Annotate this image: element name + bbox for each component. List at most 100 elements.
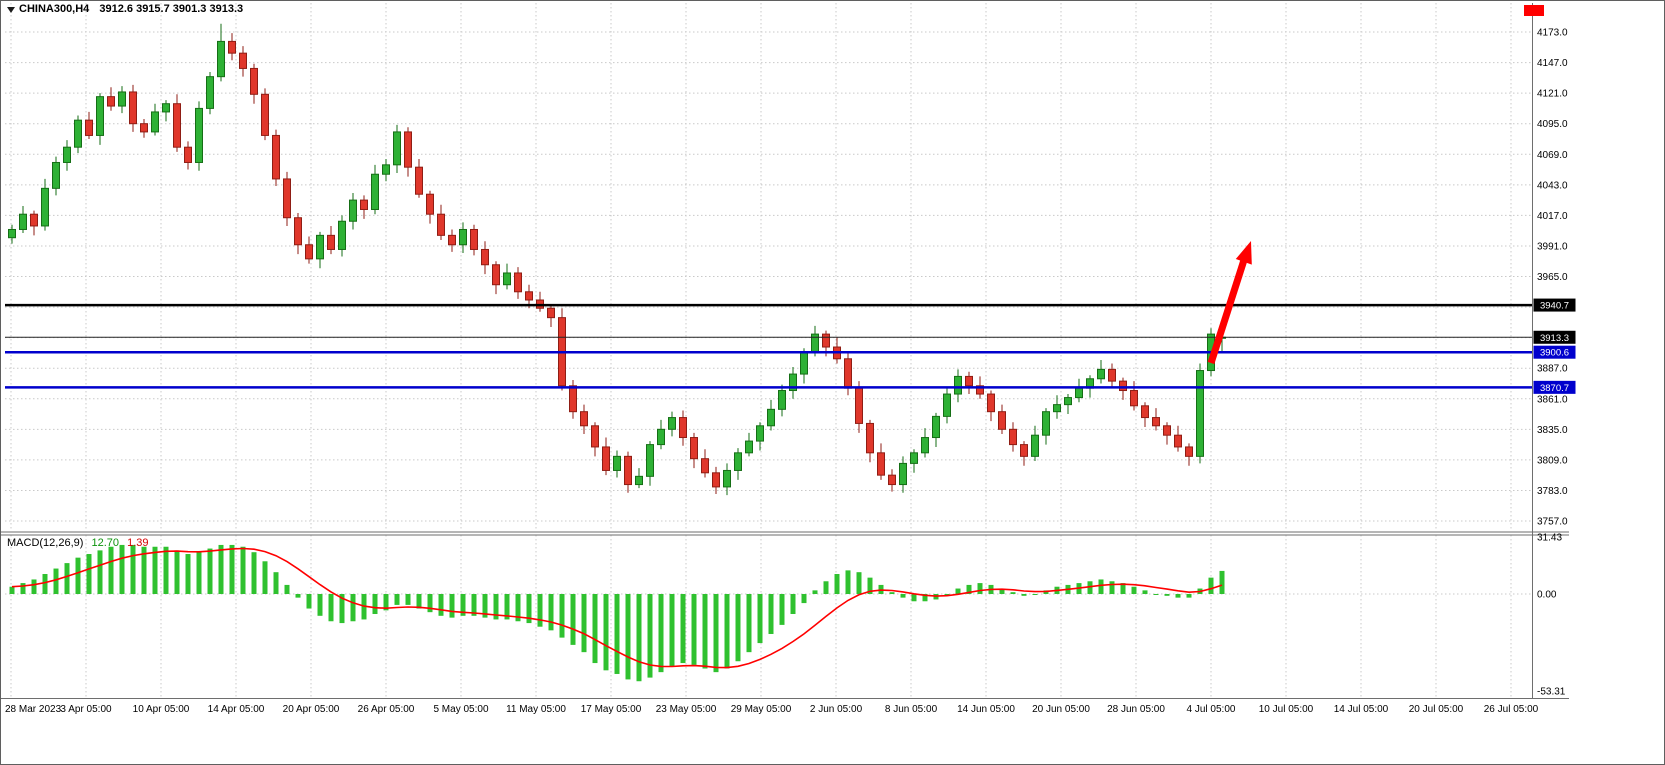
candle: [492, 261, 500, 295]
time-scale[interactable]: 28 Mar 2023 3 Apr 05:00 10 Apr 05:00 14 Apr…: [5, 704, 1539, 715]
price-scale[interactable]: 4173.0 4147.0 4121.0 4095.0 4069.0 4043.0 4017…: [1533, 28, 1576, 698]
macd-histogram-bar: [240, 546, 246, 594]
candle: [1020, 441, 1028, 466]
candle: [195, 101, 203, 171]
candle: [8, 224, 16, 244]
candle-body: [569, 385, 577, 413]
candle-body: [712, 472, 720, 488]
macd-histogram-bar: [911, 594, 917, 602]
macd-histogram-bar: [548, 594, 554, 631]
candle: [41, 178, 49, 231]
time-tick-label: 11 May 05:00: [506, 704, 566, 715]
macd-histogram-bar: [1032, 594, 1038, 595]
candle-body: [525, 291, 533, 301]
candle: [514, 267, 522, 299]
candle-body: [1141, 405, 1149, 419]
candle: [52, 156, 60, 196]
macd-histogram-bar: [460, 594, 466, 616]
candle-body: [580, 411, 588, 427]
candle-body: [162, 103, 170, 113]
candle: [371, 164, 379, 215]
candle: [1152, 408, 1160, 431]
candle: [1009, 422, 1017, 452]
price-tick-label: 3835.0: [1537, 425, 1568, 436]
candle: [228, 33, 236, 61]
candle-body: [734, 452, 742, 471]
macd-histogram-bar: [658, 594, 664, 673]
macd-histogram-bar: [31, 579, 37, 594]
macd-histogram-bar: [1153, 594, 1159, 595]
candle-body: [1174, 434, 1182, 448]
macd-histogram-bar: [790, 594, 796, 614]
candle: [789, 367, 797, 399]
time-tick-label: 17 May 05:00: [581, 704, 642, 715]
macd-histogram-bar: [394, 594, 400, 605]
candlesticks: [8, 23, 1226, 496]
candle-body: [679, 417, 687, 439]
candle-body: [745, 440, 753, 454]
macd-histogram-bar: [405, 594, 411, 605]
macd-histogram-bar: [889, 592, 895, 594]
candle: [668, 411, 676, 437]
macd-histogram-bar: [1131, 586, 1137, 594]
macd-indicator-label: MACD(12,26,9) 12.70 1.39: [7, 537, 149, 549]
price-tick-label: 4095.0: [1537, 119, 1568, 130]
macd-histogram-bar: [570, 594, 576, 645]
symbol-dropdown-icon[interactable]: [7, 7, 15, 13]
candle: [151, 103, 159, 136]
candle: [778, 384, 786, 417]
macd-histogram-bar: [1175, 594, 1181, 598]
macd-histogram-bar: [768, 594, 774, 634]
macd-histogram-bar: [867, 577, 873, 594]
price-tick-label: 4069.0: [1537, 150, 1568, 161]
macd-histogram-bar: [812, 590, 818, 594]
candle-body: [1042, 411, 1050, 436]
time-tick-label: 29 May 05:00: [731, 704, 792, 715]
candle-body: [723, 469, 731, 488]
candle: [470, 224, 478, 256]
macd-histogram-bar: [1087, 581, 1093, 594]
candle-body: [305, 244, 313, 260]
candle-body: [217, 40, 225, 78]
candle: [602, 437, 610, 476]
macd-histogram-bar: [680, 594, 686, 664]
macd-histogram-bar: [53, 568, 59, 594]
macd-histogram-bar: [1219, 570, 1225, 594]
macd-main-value: 12.70: [91, 537, 120, 549]
candle: [679, 410, 687, 446]
candle-body: [63, 146, 71, 163]
candle: [734, 448, 742, 480]
candle-body: [789, 373, 797, 392]
time-tick-label: 10 Jul 05:00: [1259, 704, 1314, 715]
time-tick-label: 14 Jun 05:00: [957, 704, 1015, 715]
candle-body: [316, 234, 324, 260]
candle-body: [778, 390, 786, 410]
grid: [5, 3, 1532, 698]
macd-histogram: [9, 544, 1225, 682]
candle-body: [184, 146, 192, 163]
price-tick-label: 3783.0: [1537, 486, 1568, 497]
candle: [118, 86, 126, 114]
macd-histogram-bar: [1021, 594, 1027, 596]
macd-histogram-bar: [592, 594, 598, 664]
candle-body: [96, 96, 104, 136]
price-level-badge: [1533, 380, 1576, 394]
macd-histogram-bar: [779, 594, 785, 625]
macd-histogram-bar: [9, 586, 15, 594]
time-tick-label: 20 Jul 05:00: [1409, 704, 1464, 715]
price-levels: [5, 303, 1532, 389]
candle: [239, 46, 247, 77]
macd-histogram-bar: [108, 546, 114, 594]
candle: [206, 71, 214, 115]
candle: [1064, 394, 1072, 415]
candle: [646, 441, 654, 486]
candle: [327, 225, 335, 255]
candle-body: [1064, 397, 1072, 406]
macd-histogram-bar: [537, 594, 543, 627]
candle: [701, 449, 709, 478]
time-tick-label: 20 Apr 05:00: [283, 704, 340, 715]
candle-body: [360, 199, 368, 210]
candle-body: [437, 213, 445, 236]
candle: [910, 449, 918, 473]
